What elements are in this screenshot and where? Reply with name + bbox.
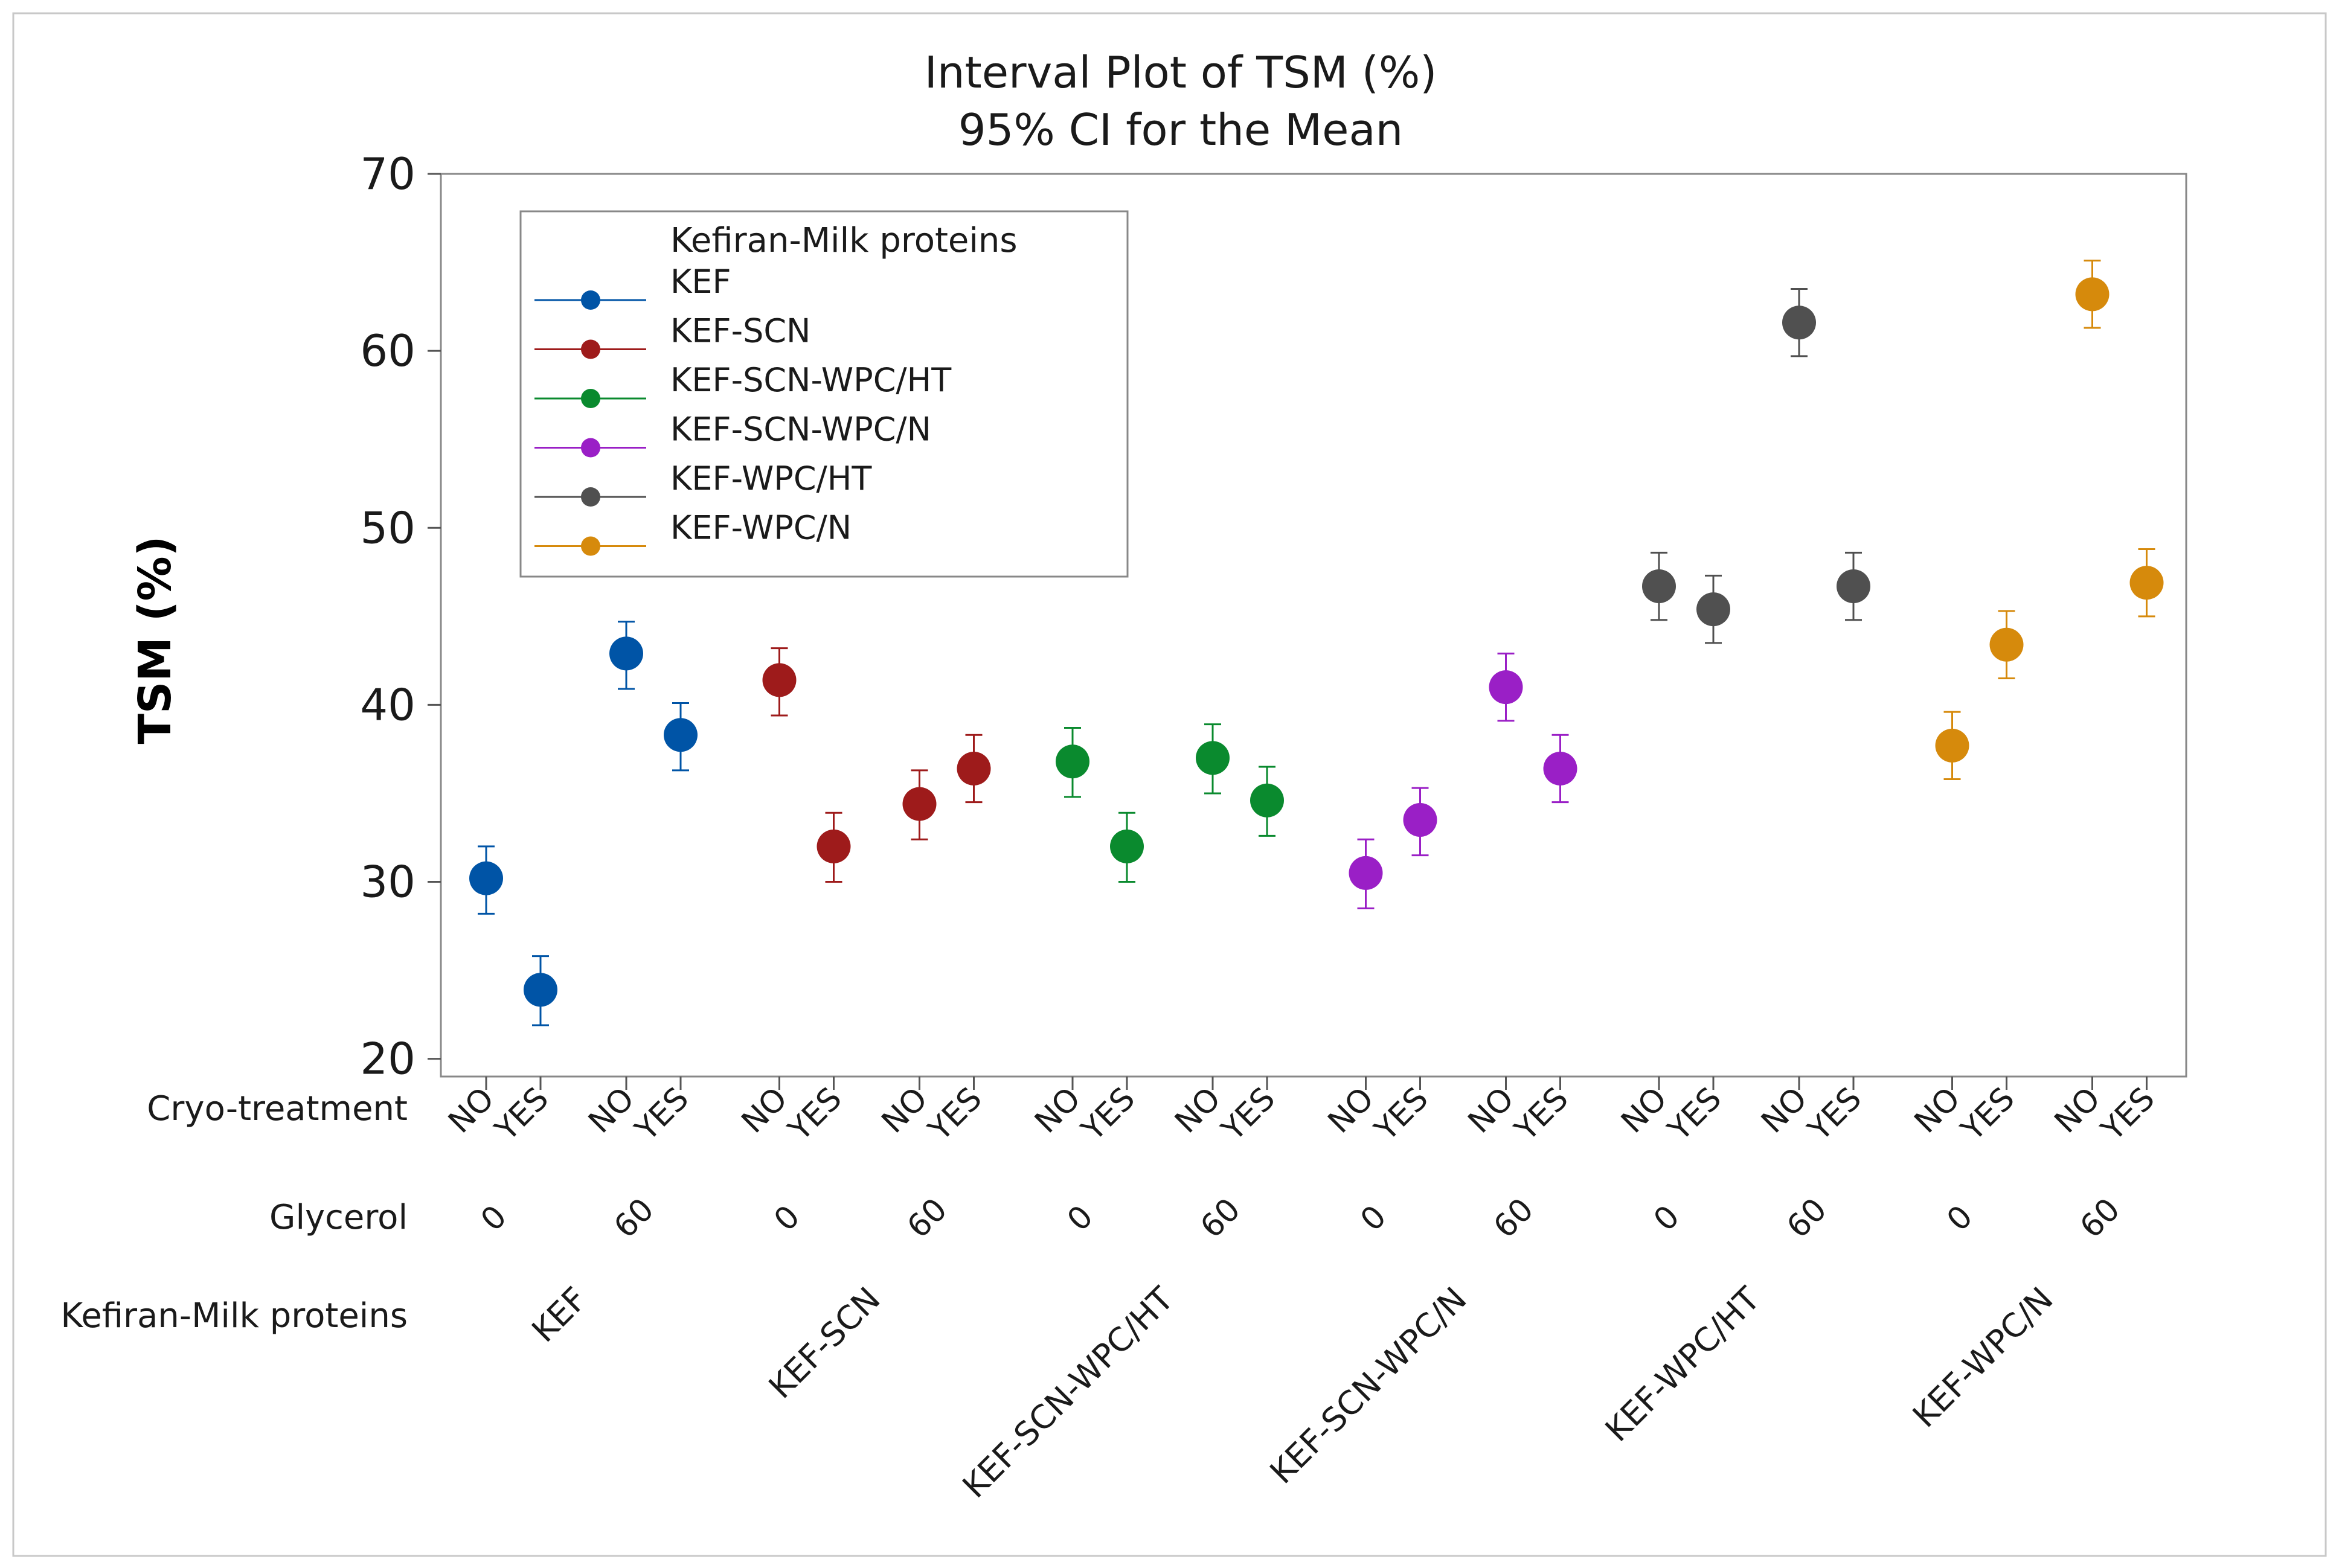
mean-marker [817, 829, 851, 863]
interval-point [1543, 734, 1577, 804]
interval-point [1196, 723, 1230, 795]
y-tick-label: 60 [360, 325, 416, 376]
legend-entry: KEF-SCN [534, 312, 810, 359]
interval-point [1782, 288, 1816, 357]
mean-marker [1403, 802, 1437, 837]
y-tick-label: 50 [360, 502, 416, 553]
interval-point [762, 647, 797, 717]
mean-marker [1250, 783, 1284, 818]
interval-point [2129, 548, 2164, 618]
interval-point [1250, 766, 1284, 837]
legend-label: KEF-SCN-WPC/N [670, 411, 931, 449]
interval-point [1989, 610, 2024, 679]
x-factor-label-protein: Kefiran-Milk proteins [60, 1296, 408, 1336]
mean-marker [902, 787, 937, 821]
mean-marker [664, 718, 698, 752]
interval-point [1489, 652, 1523, 722]
y-tick-label: 30 [360, 857, 416, 907]
legend-label: KEF-WPC/N [670, 509, 852, 547]
mean-marker [1696, 592, 1730, 627]
x-factor-label-glycerol: Glycerol [269, 1198, 408, 1237]
mean-marker [1782, 306, 1816, 340]
mean-marker [762, 663, 797, 697]
y-axis: 20 30 40 50 60 70 [360, 149, 441, 1084]
mean-marker [1642, 569, 1676, 604]
interval-point [1837, 551, 1870, 621]
interval-point [1935, 711, 1969, 781]
legend-swatch-marker [581, 438, 600, 458]
interval-point [524, 955, 557, 1026]
legend: Kefiran-Milk proteins KEF KEF-SCN KEF-SCN-… [519, 210, 1129, 578]
y-tick-label: 20 [360, 1034, 416, 1084]
legend-swatch-marker [581, 536, 600, 556]
figure-border [12, 12, 2327, 1557]
legend-box [519, 210, 1129, 578]
legend-swatch-marker [581, 487, 600, 507]
legend-entries: KEF KEF-SCN KEF-SCN-WPC/HT KEF-SCN-WPC/N KEF… [534, 263, 952, 556]
mean-marker [609, 636, 643, 671]
legend-entry: KEF-SCN-WPC/HT [534, 361, 952, 408]
y-tick-label: 70 [360, 149, 416, 199]
mean-marker [1543, 751, 1577, 786]
legend-title: Kefiran-Milk proteins [670, 221, 1018, 260]
interval-point [1696, 574, 1730, 644]
interval-point [902, 769, 937, 840]
mean-marker [2075, 277, 2110, 312]
interval-point [2075, 260, 2110, 329]
interval-point [817, 811, 851, 883]
legend-swatch-marker [581, 290, 600, 310]
legend-label: KEF [670, 263, 731, 301]
mean-marker [524, 973, 557, 1007]
legend-label: KEF-SCN-WPC/HT [670, 361, 952, 399]
x-factor-label-cryo: Cryo-treatment [147, 1089, 408, 1128]
interval-point [1349, 838, 1383, 910]
mean-marker [1196, 741, 1230, 775]
chart-title: Interval Plot of TSM (%) [925, 47, 1437, 98]
interval-point [1110, 811, 1144, 883]
mean-marker [1489, 670, 1523, 705]
legend-label: KEF-SCN [670, 312, 810, 350]
mean-marker [1935, 728, 1969, 763]
legend-swatch-marker [581, 389, 600, 408]
chart-subtitle: 95% CI for the Mean [958, 104, 1403, 155]
interval-point [957, 734, 991, 804]
mean-marker [2129, 566, 2164, 600]
interval-point [1642, 551, 1676, 621]
legend-label: KEF-WPC/HT [670, 459, 872, 498]
interval-point [1403, 787, 1437, 857]
interval-point [469, 845, 503, 915]
mean-marker [1110, 829, 1144, 863]
interval-point [609, 621, 643, 690]
mean-marker [1837, 569, 1870, 604]
interval-series [469, 260, 2164, 1026]
legend-entry: KEF [534, 263, 731, 310]
interval-point [1056, 727, 1089, 798]
legend-entry: KEF-WPC/HT [534, 459, 872, 507]
legend-entry: KEF-WPC/N [534, 509, 852, 556]
y-axis-label: TSM (%) [129, 536, 181, 744]
interval-point [664, 702, 698, 772]
legend-entry: KEF-SCN-WPC/N [534, 411, 931, 458]
legend-swatch-marker [581, 339, 600, 359]
mean-marker [1989, 627, 2024, 662]
mean-marker [1349, 856, 1383, 890]
mean-marker [957, 751, 991, 786]
y-tick-label: 40 [360, 679, 416, 730]
mean-marker [469, 861, 503, 895]
mean-marker [1056, 744, 1089, 779]
